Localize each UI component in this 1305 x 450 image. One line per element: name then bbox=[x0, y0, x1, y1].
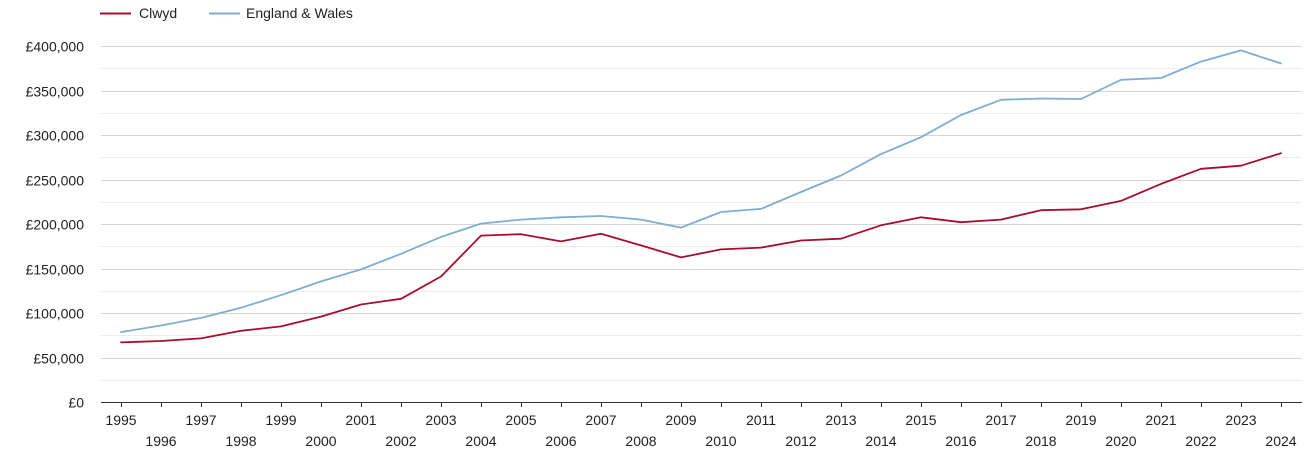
x-tick-label: 2007 bbox=[585, 412, 616, 428]
x-tick-label: 2022 bbox=[1185, 433, 1216, 449]
x-tick-label: 2004 bbox=[465, 433, 496, 449]
x-tick-label: 2015 bbox=[905, 412, 936, 428]
x-tick-label: 2011 bbox=[746, 412, 776, 428]
series-line-clwyd bbox=[120, 152, 1282, 344]
x-tick-label: 2010 bbox=[705, 433, 736, 449]
y-tick-label: £300,000 bbox=[26, 128, 85, 144]
x-tick-label: 1996 bbox=[145, 433, 176, 449]
x-tick-label: 1999 bbox=[265, 412, 296, 428]
x-axis-tick-labels: 1995 1996 1997 1998 1999 2000 2001 2002 2003 2004… bbox=[105, 402, 1297, 449]
x-tick-label: 2018 bbox=[1025, 433, 1056, 449]
x-tick-label: 2008 bbox=[625, 433, 656, 449]
y-tick-label: £400,000 bbox=[26, 39, 85, 55]
x-tick-label: 2003 bbox=[425, 412, 456, 428]
legend-label: Clwyd bbox=[139, 5, 177, 21]
x-tick-label: 1997 bbox=[185, 412, 216, 428]
y-tick-label: £150,000 bbox=[26, 262, 85, 278]
y-tick-label: £0 bbox=[68, 395, 84, 411]
x-tick-label: 2000 bbox=[305, 433, 336, 449]
x-tick-label: 2024 bbox=[1265, 433, 1296, 449]
x-tick-label: 2012 bbox=[785, 433, 816, 449]
x-tick-label: 2001 bbox=[345, 412, 376, 428]
x-tick-label: 2013 bbox=[825, 412, 856, 428]
x-tick-label: 2002 bbox=[385, 433, 416, 449]
y-tick-label: £100,000 bbox=[26, 306, 85, 322]
x-tick-label: 2016 bbox=[945, 433, 976, 449]
legend-label: England & Wales bbox=[246, 5, 353, 21]
chart-legend: Clwyd England & Wales bbox=[100, 5, 353, 21]
x-tick-label: 2005 bbox=[505, 412, 536, 428]
x-tick-label: 2021 bbox=[1145, 412, 1176, 428]
x-tick-label: 2014 bbox=[865, 433, 896, 449]
x-tick-label: 2009 bbox=[665, 412, 696, 428]
x-tick-label: 2023 bbox=[1225, 412, 1256, 428]
y-tick-label: £250,000 bbox=[26, 173, 85, 189]
series-lines bbox=[120, 49, 1282, 344]
series-line-england-wales bbox=[120, 49, 1282, 334]
x-tick-label: 2017 bbox=[985, 412, 1016, 428]
x-tick-label: 1995 bbox=[105, 412, 136, 428]
y-tick-label: £200,000 bbox=[26, 217, 85, 233]
y-tick-label: £50,000 bbox=[33, 351, 84, 367]
x-tick-label: 1998 bbox=[225, 433, 256, 449]
y-tick-label: £350,000 bbox=[26, 84, 85, 100]
x-tick-label: 2020 bbox=[1105, 433, 1136, 449]
x-tick-label: 2006 bbox=[545, 433, 576, 449]
x-tick-label: 2019 bbox=[1065, 412, 1096, 428]
y-axis-tick-labels: £0 £50,000 £100,000 £150,000 £200,000 £250,00… bbox=[26, 39, 85, 411]
gridlines bbox=[101, 46, 1302, 381]
